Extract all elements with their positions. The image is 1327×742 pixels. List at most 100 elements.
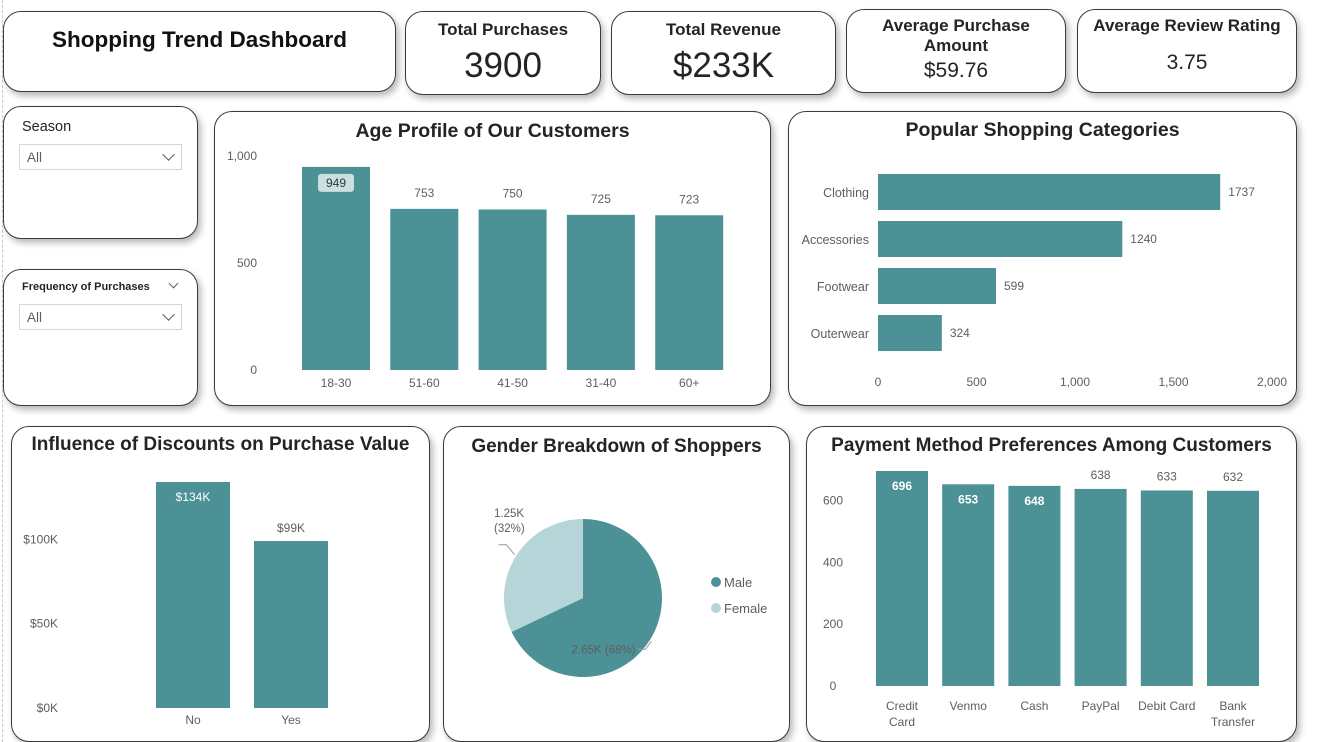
discount-chart-card: Influence of Discounts on Purchase Value… xyxy=(11,426,430,742)
dropdown-value: All xyxy=(27,310,43,325)
kpi-value: 3900 xyxy=(464,46,542,85)
legend-label: Male xyxy=(724,575,752,590)
dashboard-title: Shopping Trend Dashboard xyxy=(51,27,347,52)
kpi-value: $233K xyxy=(672,46,775,85)
leader-line xyxy=(498,544,515,556)
data-label: 725 xyxy=(591,192,611,206)
kpi-title: Total Revenue xyxy=(666,20,781,39)
data-label: 1.25K (32%) xyxy=(494,508,525,535)
y-tick-label: $100K xyxy=(23,532,58,546)
bar xyxy=(1074,488,1127,686)
y-tick-label: 0 xyxy=(250,363,257,377)
kpi-card-average-purchase-amount[interactable]: Average Purchase Amount $59.76 xyxy=(846,9,1066,93)
y-tick-label: Accessories xyxy=(802,233,869,247)
y-tick-label: 500 xyxy=(237,256,257,270)
leader-line xyxy=(637,640,652,650)
categories-chart: 0 500 1,000 1,500 2,000 1737 Clothing 1240 Acces… xyxy=(802,174,1287,389)
data-label: 1737 xyxy=(1228,185,1255,199)
canvas-edge xyxy=(2,0,3,742)
y-tick-label: 600 xyxy=(823,494,843,508)
data-label-background xyxy=(318,173,354,192)
data-label: 723 xyxy=(679,192,699,206)
y-tick-label: 200 xyxy=(823,617,843,631)
data-label: 638 xyxy=(1091,468,1111,482)
dropdown-value: All xyxy=(27,150,43,165)
kpi-value: $59.76 xyxy=(923,59,989,82)
x-tick-label: 51-60 xyxy=(409,376,440,390)
slicer-label: Season xyxy=(22,119,72,135)
data-label: $99K xyxy=(277,521,305,535)
data-label: 1240 xyxy=(1130,232,1157,246)
season-dropdown[interactable]: All xyxy=(19,144,182,170)
slicer-label: Frequency of Purchases xyxy=(22,281,150,293)
bar xyxy=(566,214,635,370)
gender-pie-chart: 2.65K (68%) 1.25K (32%) Male Female xyxy=(494,508,767,677)
kpi-card-total-revenue[interactable]: Total Revenue $233K xyxy=(611,11,836,95)
kpi-title: Total Purchases xyxy=(437,20,569,39)
x-tick-label: 1,000 xyxy=(1060,375,1090,389)
data-label: 633 xyxy=(1157,469,1177,483)
chart-title: Payment Method Preferences Among Custome… xyxy=(831,435,1272,456)
data-label: 648 xyxy=(1024,494,1044,508)
chevron-down-icon xyxy=(162,148,175,161)
bar xyxy=(1207,490,1259,686)
legend-label: Female xyxy=(724,601,767,616)
y-tick-label: 400 xyxy=(823,555,843,569)
payment-chart: 0 200 400 600 696 Credit Card 653 Venmo 648 Cash 63… xyxy=(823,468,1259,729)
chevron-down-icon xyxy=(162,308,175,321)
x-tick-label: 0 xyxy=(875,375,882,389)
legend-marker xyxy=(711,603,721,613)
y-tick-label: 1,000 xyxy=(227,149,257,163)
y-tick-label: $50K xyxy=(30,617,58,631)
x-tick-label: Yes xyxy=(281,713,301,727)
chart-title: Influence of Discounts on Purchase Value xyxy=(31,434,410,455)
data-label: 324 xyxy=(950,326,970,340)
title-card: Shopping Trend Dashboard xyxy=(3,11,396,92)
age-profile-chart: 0 500 1,000 949 18-30 753 51-60 750 41-50 725 31-4… xyxy=(227,149,724,390)
x-tick-label: No xyxy=(185,713,201,727)
bar xyxy=(942,484,995,686)
bar xyxy=(876,471,928,686)
x-tick-label: 60+ xyxy=(679,376,699,390)
kpi-card-average-review-rating[interactable]: Average Review Rating 3.75 xyxy=(1077,9,1297,93)
data-label: 750 xyxy=(503,187,523,201)
kpi-title: Average Review Rating xyxy=(1093,16,1281,35)
x-tick-label: Venmo xyxy=(950,699,988,713)
data-label: 949 xyxy=(326,176,346,190)
kpi-card-total-purchases[interactable]: Total Purchases 3900 xyxy=(405,11,601,95)
frequency-dropdown[interactable]: All xyxy=(19,304,182,330)
data-label: 653 xyxy=(958,492,978,506)
bar xyxy=(1140,490,1193,686)
data-label: 2.65K (68%) xyxy=(572,644,636,656)
x-tick-label: 31-40 xyxy=(586,376,617,390)
bar xyxy=(878,268,997,304)
bar xyxy=(390,208,459,370)
data-label: 696 xyxy=(892,479,912,493)
age-profile-chart-card: Age Profile of Our Customers 0 500 1,000 94… xyxy=(214,111,771,406)
x-tick-label: Cash xyxy=(1020,699,1048,713)
chart-title: Popular Shopping Categories xyxy=(905,119,1180,141)
x-tick-label: 1,500 xyxy=(1158,375,1188,389)
discount-chart: $0K $50K $100K $134K No $99K Yes xyxy=(23,482,328,727)
pie-slice xyxy=(504,519,583,632)
y-tick-label: Clothing xyxy=(823,186,869,200)
bar xyxy=(655,215,724,370)
bar xyxy=(878,221,1123,257)
chart-title: Age Profile of Our Customers xyxy=(355,120,630,142)
data-label: 753 xyxy=(414,186,434,200)
payment-chart-card: Payment Method Preferences Among Custome… xyxy=(806,426,1297,742)
bar xyxy=(478,209,547,370)
chevron-down-icon[interactable] xyxy=(168,278,179,289)
categories-chart-card: Popular Shopping Categories 0 500 1,000 1,5… xyxy=(788,111,1297,406)
x-tick-label: Bank Transfer xyxy=(1211,699,1255,729)
y-tick-label: Footwear xyxy=(817,280,869,294)
gender-chart-card: Gender Breakdown of Shoppers 2.65K (68%)… xyxy=(443,426,790,742)
data-label: 599 xyxy=(1004,279,1024,293)
data-label: 632 xyxy=(1223,470,1243,484)
x-tick-label: Debit Card xyxy=(1138,699,1195,713)
x-tick-label: 18-30 xyxy=(321,376,352,390)
kpi-title: Average Purchase Amount xyxy=(882,16,1030,55)
chart-title: Gender Breakdown of Shoppers xyxy=(471,436,762,457)
kpi-value: 3.75 xyxy=(1166,51,1208,74)
x-tick-label: 500 xyxy=(966,375,986,389)
